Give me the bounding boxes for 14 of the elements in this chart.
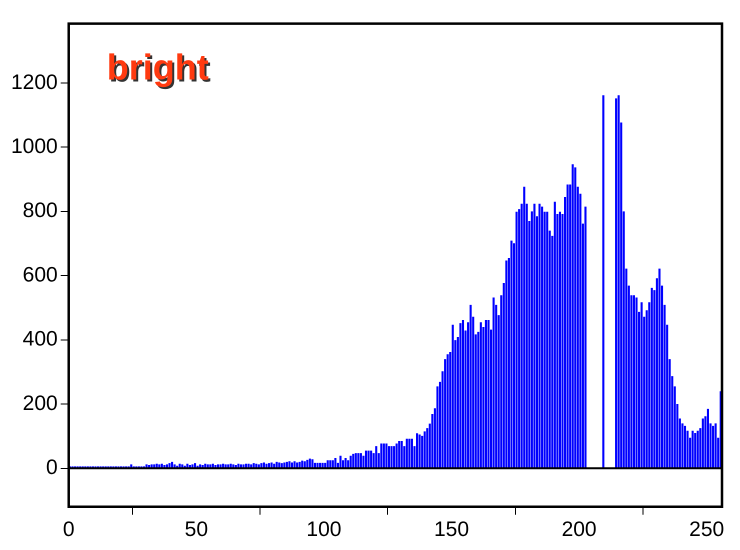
x-tick-label: 100 <box>306 518 342 542</box>
y-tick-label: 200 <box>22 392 58 415</box>
annotation: bright <box>108 48 211 90</box>
y-tick-label: 0 <box>46 456 58 480</box>
x-tick-label: 250 <box>689 518 724 542</box>
y-tick-label: 600 <box>22 263 58 286</box>
x-tick-label: 50 <box>184 518 208 542</box>
y-tick-label: 400 <box>22 328 58 351</box>
y-tick-label: 1200 <box>11 70 58 94</box>
x-tick-label: 200 <box>562 518 597 542</box>
y-tick-label: 800 <box>22 199 58 222</box>
x-tick-label: 0 <box>62 518 75 542</box>
y-tick-label: 1000 <box>11 135 58 158</box>
x-tick-label: 150 <box>434 518 470 542</box>
